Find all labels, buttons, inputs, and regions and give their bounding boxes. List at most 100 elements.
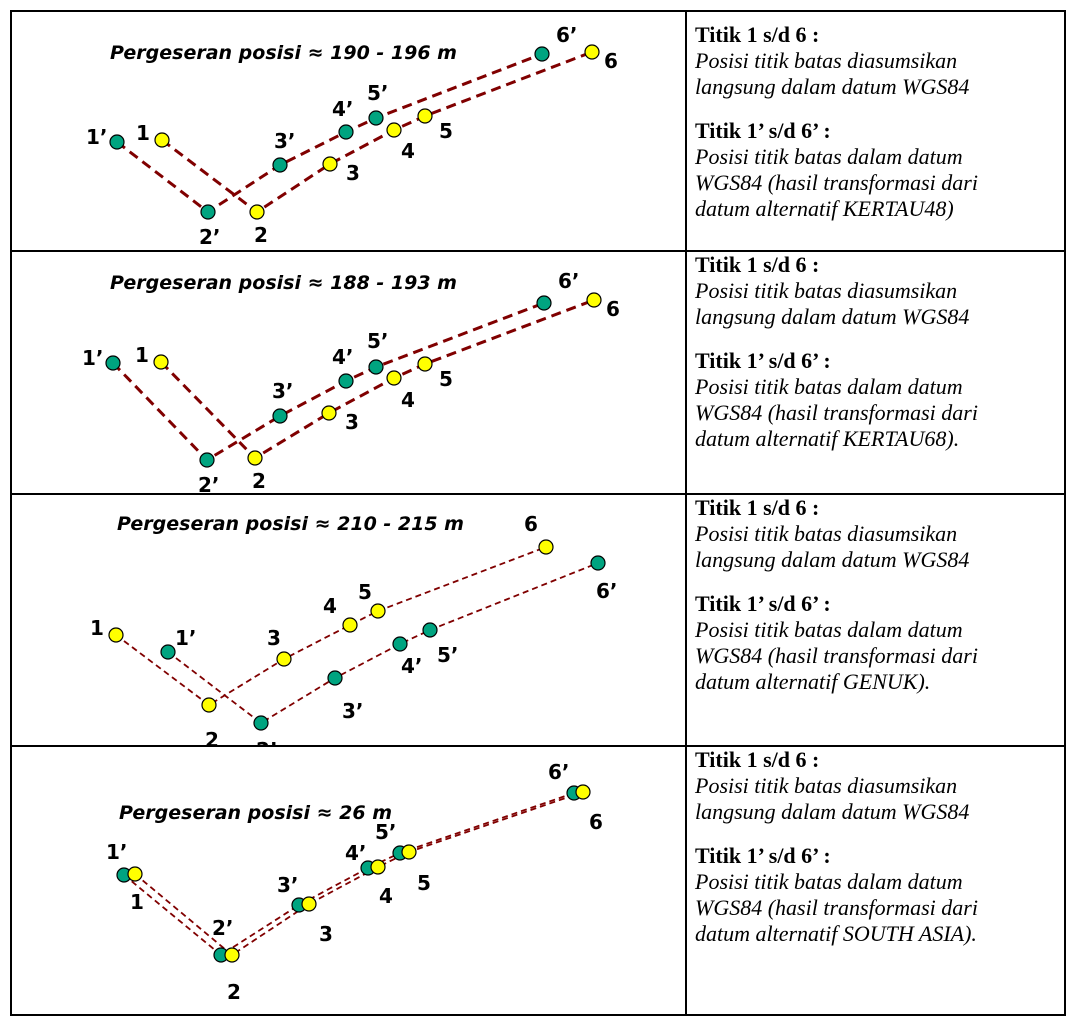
group-b-line: datum alternatif GENUK). xyxy=(695,669,931,694)
point-3-prime xyxy=(327,670,343,686)
point-6 xyxy=(538,539,554,555)
point-4 xyxy=(342,617,358,633)
point-5 xyxy=(417,356,433,372)
group-b-line: Posisi titik batas dalam datum xyxy=(695,374,963,399)
point-1-prime xyxy=(109,134,125,150)
shift-caption: Pergeseran posisi ≈ 190 - 196 m xyxy=(110,42,457,64)
group-b-line: WGS84 (hasil transformasi dari xyxy=(695,895,978,920)
label-3-prime: 3’ xyxy=(272,379,294,403)
label-2: 2 xyxy=(252,469,266,493)
shift-caption: Pergeseran posisi ≈ 210 - 215 m xyxy=(117,513,464,535)
group-a-line: Posisi titik batas diasumsikan xyxy=(695,278,958,303)
group-b-line: Posisi titik batas dalam datum xyxy=(695,617,963,642)
comparison-table: Pergeseran posisi ≈ 190 - 196 m 1 2 3 xyxy=(10,10,1066,1016)
point-6-prime xyxy=(590,555,606,571)
point-6 xyxy=(575,784,591,800)
point-2 xyxy=(224,947,240,963)
group-a-line: langsung dalam datum WGS84 xyxy=(695,304,970,329)
diagram-cell: Pergeseran posisi ≈ 188 - 193 m 1 2 3 xyxy=(12,252,687,493)
point-3 xyxy=(301,896,317,912)
transformed-boundary-line xyxy=(111,301,545,462)
point-2 xyxy=(201,697,217,713)
label-5: 5 xyxy=(439,367,453,391)
shift-caption: Pergeseran posisi ≈ 26 m xyxy=(119,802,392,824)
point-2 xyxy=(247,450,263,466)
point-5 xyxy=(370,603,386,619)
label-1: 1 xyxy=(135,343,149,367)
label-4-prime: 4’ xyxy=(332,97,354,121)
label-4: 4 xyxy=(379,884,393,908)
point-5-prime xyxy=(368,110,384,126)
label-6: 6 xyxy=(606,297,620,321)
group-a-line: Posisi titik batas diasumsikan xyxy=(695,48,958,73)
point-4-prime xyxy=(392,636,408,652)
point-1-prime xyxy=(160,644,176,660)
legend-text: Titik 1 s/d 6 : Posisi titik batas diasu… xyxy=(695,12,1065,260)
group-a-heading: Titik 1 s/d 6 : xyxy=(695,747,820,772)
point-3-prime xyxy=(272,157,288,173)
group-b-line: Posisi titik batas dalam datum xyxy=(695,144,963,169)
point-4 xyxy=(370,859,386,875)
label-4-prime: 4’ xyxy=(401,654,423,678)
label-4-prime: 4’ xyxy=(345,841,367,865)
label-6-prime: 6’ xyxy=(556,23,578,47)
label-5: 5 xyxy=(417,871,431,895)
label-2-prime: 2’ xyxy=(212,916,234,940)
label-3: 3 xyxy=(346,161,360,185)
diagram-cell: Pergeseran posisi ≈ 190 - 196 m 1 2 3 xyxy=(12,12,687,250)
wgs84-boundary-line xyxy=(115,546,547,707)
point-diagram: 1 2 3 4 5 6 1’ 2’ 3’ 4’ 5’ 6’ xyxy=(86,23,618,248)
group-a-line: langsung dalam datum WGS84 xyxy=(695,74,970,99)
point-2-prime xyxy=(200,204,216,220)
point-diagram: 1’ 1 2’ 2 3’ 3 4’ 4 5’ 5 6’ 6 xyxy=(106,760,603,1004)
label-5-prime: 5’ xyxy=(375,820,397,844)
group-b-line: datum alternatif KERTAU48) xyxy=(695,196,954,221)
legend-text: Titik 1 s/d 6 : Posisi titik batas diasu… xyxy=(695,252,1065,493)
point-2 xyxy=(249,204,265,220)
label-1: 1 xyxy=(136,121,150,145)
group-b-heading: Titik 1’ s/d 6’ : xyxy=(695,118,831,143)
panel-kertau48: Pergeseran posisi ≈ 190 - 196 m 1 2 3 xyxy=(12,12,1064,250)
shift-caption: Pergeseran posisi ≈ 188 - 193 m xyxy=(110,272,457,294)
point-1 xyxy=(127,866,143,882)
point-3 xyxy=(321,405,337,421)
point-3 xyxy=(322,156,338,172)
label-2: 2 xyxy=(254,223,268,247)
panel-south-asia: Pergeseran posisi ≈ 26 m 1’ 1 2’ 2 xyxy=(12,745,1064,1016)
point-1-prime xyxy=(105,355,121,371)
group-a-heading: Titik 1 s/d 6 : xyxy=(695,495,820,520)
group-b-heading: Titik 1’ s/d 6’ : xyxy=(695,843,831,868)
transformed-boundary-line xyxy=(167,562,599,725)
point-4 xyxy=(386,370,402,386)
label-2-prime: 2’ xyxy=(256,738,278,745)
point-4-prime xyxy=(338,124,354,140)
group-b-heading: Titik 1’ s/d 6’ : xyxy=(695,348,831,373)
legend-text: Titik 1 s/d 6 : Posisi titik batas diasu… xyxy=(695,495,1065,745)
label-4: 4 xyxy=(401,139,415,163)
point-diagram: 1 2 3 4 5 6 1’ 2’ 3’ 4’ 5’ 6’ xyxy=(82,269,620,493)
label-1-prime: 1’ xyxy=(82,346,104,370)
panel-kertau68: Pergeseran posisi ≈ 188 - 193 m 1 2 3 xyxy=(12,250,1064,493)
label-6: 6 xyxy=(589,810,603,834)
point-5-prime xyxy=(368,359,384,375)
point-1 xyxy=(108,627,124,643)
wgs84-boundary-line xyxy=(134,791,584,957)
group-b-line: WGS84 (hasil transformasi dari xyxy=(695,400,978,425)
label-6-prime: 6’ xyxy=(596,579,618,603)
label-6-prime: 6’ xyxy=(548,760,570,784)
group-a-heading: Titik 1 s/d 6 : xyxy=(695,252,820,277)
point-6 xyxy=(584,44,600,60)
point-1 xyxy=(153,354,169,370)
label-3: 3 xyxy=(345,410,359,434)
transformed-boundary-line xyxy=(116,52,543,214)
transformed-boundary-line xyxy=(123,792,575,957)
label-3-prime: 3’ xyxy=(277,873,299,897)
group-b-line: Posisi titik batas dalam datum xyxy=(695,869,963,894)
label-4: 4 xyxy=(323,594,337,618)
group-b-line: datum alternatif KERTAU68). xyxy=(695,426,960,451)
panel-genuk: Pergeseran posisi ≈ 210 - 215 m 1 2 3 xyxy=(12,493,1064,745)
group-b-line: WGS84 (hasil transformasi dari xyxy=(695,643,978,668)
point-6-prime xyxy=(536,295,552,311)
label-6-prime: 6’ xyxy=(558,269,580,293)
label-4: 4 xyxy=(401,388,415,412)
